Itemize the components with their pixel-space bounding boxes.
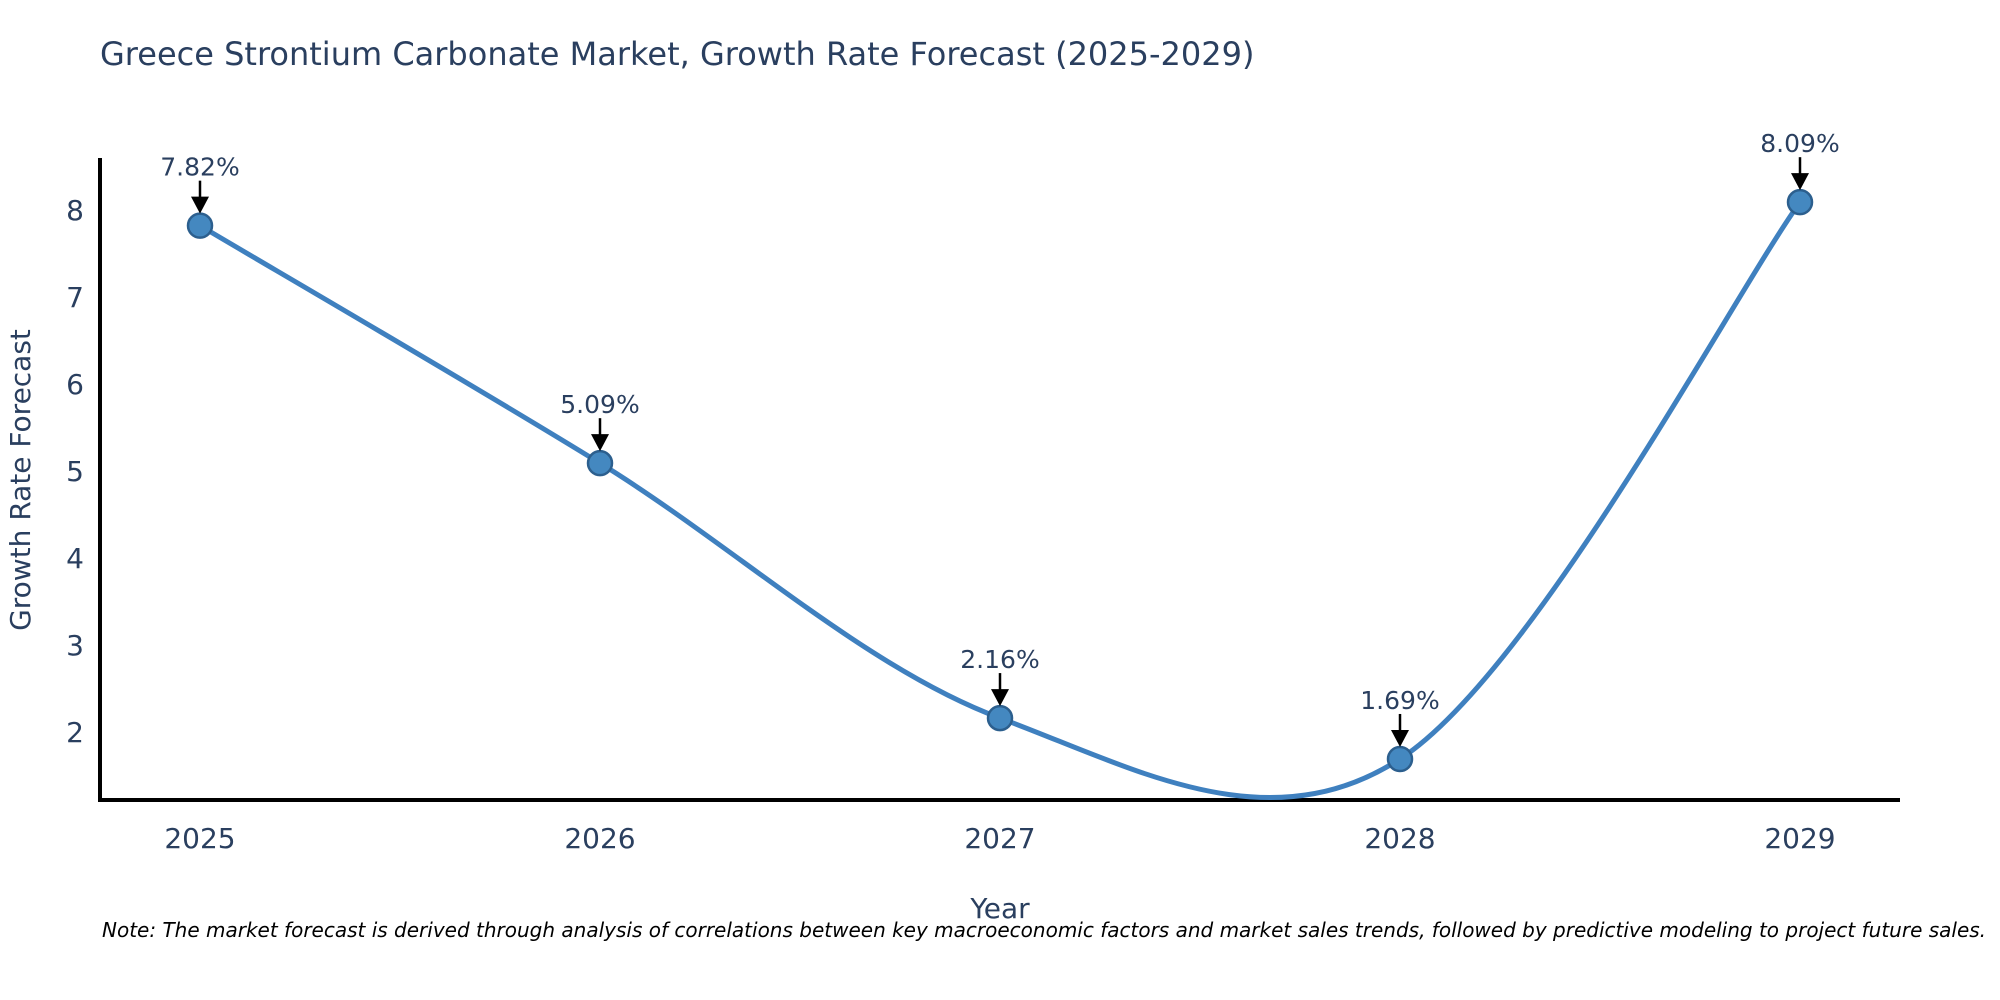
data-point-label: 5.09% (560, 390, 639, 419)
y-tick-label: 7 (66, 281, 84, 314)
chart-title: Greece Strontium Carbonate Market, Growt… (100, 35, 1255, 73)
data-point-2029 (1786, 188, 1814, 216)
data-point-2027 (986, 704, 1014, 732)
footnote: Note: The market forecast is derived thr… (102, 918, 1987, 942)
annotation-arrowhead-icon (591, 434, 609, 452)
x-tick-label: 2027 (964, 822, 1035, 855)
x-axis-title: Year (969, 892, 1030, 925)
data-point-label: 8.09% (1760, 129, 1839, 158)
forecast-line (197, 199, 1803, 801)
y-tick-label: 8 (66, 194, 84, 227)
data-point-2028 (1386, 745, 1414, 773)
x-tick-label: 2025 (164, 822, 235, 855)
annotation-arrowhead-icon (1391, 729, 1409, 747)
y-tick-label: 4 (66, 542, 84, 575)
data-point-2025 (186, 212, 214, 239)
y-tick-label: 3 (66, 629, 84, 662)
data-point-label: 1.69% (1360, 686, 1439, 715)
data-point-label: 2.16% (960, 645, 1039, 674)
data-point-2026 (586, 449, 614, 477)
x-tick-label: 2026 (564, 822, 635, 855)
x-tick-label: 2029 (1764, 822, 1835, 855)
y-tick-label: 5 (66, 455, 84, 488)
y-axis-title: Growth Rate Forecast (4, 329, 37, 631)
y-tick-label: 2 (66, 716, 84, 749)
x-tick-label: 2028 (1364, 822, 1435, 855)
y-tick-label: 6 (66, 368, 84, 401)
annotation-arrowhead-icon (1791, 173, 1809, 191)
annotation-arrowhead-icon (991, 689, 1009, 707)
data-point-label: 7.82% (160, 153, 239, 182)
annotation-arrowhead-icon (191, 196, 209, 214)
